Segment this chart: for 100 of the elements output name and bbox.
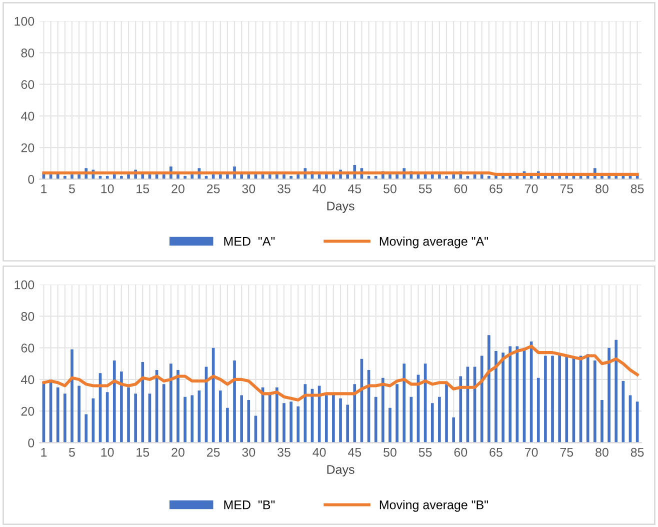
bar	[141, 362, 144, 443]
x-tick-label: 20	[172, 184, 184, 194]
bar	[438, 396, 441, 443]
bar	[176, 370, 180, 443]
bar	[184, 396, 186, 443]
x-tick-label: 10	[101, 448, 114, 457]
x-tick-label: 5	[69, 448, 75, 457]
bar	[494, 350, 498, 443]
bar	[346, 404, 349, 443]
bar	[56, 387, 60, 443]
legend-label: MED "A"	[224, 237, 275, 246]
x-tick-label: 45	[348, 184, 362, 194]
y-tick-label: 40	[21, 375, 34, 384]
x-tick-label: 65	[490, 184, 502, 194]
x-tick-label: 30	[242, 448, 256, 457]
x-tick-label: 15	[136, 184, 150, 194]
x-tick-label: 50	[384, 184, 396, 194]
bar	[134, 394, 137, 443]
x-tick-label: 70	[525, 184, 538, 194]
bar	[84, 414, 88, 443]
bar	[353, 384, 356, 443]
y-tick-label: 60	[21, 80, 34, 89]
x-tick-label: 85	[630, 448, 644, 457]
bar	[608, 348, 610, 443]
bar	[127, 387, 130, 443]
bar	[218, 390, 222, 443]
bar	[430, 403, 434, 443]
x-tick-label: 40	[312, 184, 326, 194]
bar	[600, 400, 604, 443]
x-tick-label: 55	[418, 184, 432, 194]
bar	[488, 335, 490, 443]
bar	[282, 403, 286, 443]
bar	[240, 395, 243, 443]
bar	[226, 408, 229, 443]
bar	[233, 360, 236, 443]
x-tick-label: 1	[41, 448, 47, 457]
bar	[614, 340, 618, 443]
bar	[544, 356, 547, 443]
bar	[112, 360, 116, 443]
bar	[480, 356, 484, 443]
bar	[190, 395, 194, 443]
bar	[388, 408, 392, 443]
x-tick-label: 20	[172, 448, 184, 457]
x-tick-label: 70	[525, 448, 538, 457]
bar	[120, 372, 123, 443]
x-tick-label: 55	[418, 448, 432, 457]
bar	[459, 376, 462, 443]
legend-label: MED "B"	[224, 500, 275, 510]
y-tick-label: 80	[21, 312, 34, 321]
bar	[276, 387, 278, 443]
bar	[64, 394, 66, 443]
bar	[452, 417, 455, 443]
x-tick-label: 10	[101, 184, 114, 194]
x-axis-title: Days	[327, 465, 354, 476]
bar	[339, 398, 342, 443]
x-tick-label: 65	[490, 448, 502, 457]
y-tick-label: 100	[14, 16, 34, 26]
x-tick-label: 50	[384, 448, 396, 457]
x-tick-label: 75	[560, 184, 574, 194]
x-tick-label: 80	[596, 448, 608, 457]
bar	[508, 346, 512, 443]
legend-label: Moving average "A"	[380, 236, 488, 248]
x-tick-label: 35	[278, 448, 290, 457]
y-tick-label: 0	[28, 438, 34, 448]
x-tick-label: 40	[312, 448, 326, 457]
x-tick-label: 75	[560, 448, 574, 457]
bar	[296, 406, 300, 443]
bar	[586, 354, 590, 443]
x-tick-label: 25	[206, 448, 220, 457]
x-tick-label: 1	[41, 184, 47, 194]
bar	[78, 386, 80, 443]
x-tick-label: 5	[69, 184, 75, 194]
line-series	[42, 344, 639, 402]
bar	[170, 364, 172, 443]
bar	[565, 356, 568, 443]
bar	[551, 356, 554, 443]
bar	[502, 352, 504, 443]
bar	[396, 384, 398, 443]
x-tick-label: 85	[630, 184, 644, 194]
x-tick-label: 30	[242, 184, 256, 194]
bar	[558, 354, 561, 443]
bar	[70, 349, 74, 443]
bar	[324, 395, 328, 443]
bar	[536, 378, 540, 443]
y-tick-label: 20	[21, 143, 34, 152]
bar	[162, 384, 166, 443]
bar	[445, 384, 448, 443]
bar	[382, 378, 384, 443]
y-tick-label: 100	[14, 280, 34, 290]
bar	[332, 394, 335, 443]
x-tick-label: 80	[596, 184, 608, 194]
x-tick-label: 45	[348, 448, 362, 457]
bar	[247, 400, 250, 443]
y-tick-label: 80	[21, 48, 34, 58]
y-tick-label: 60	[21, 344, 34, 352]
y-tick-label: 20	[21, 406, 34, 416]
bar	[374, 396, 378, 443]
bar	[290, 402, 292, 443]
x-axis-title: Days	[327, 202, 354, 213]
x-tick-label: 25	[206, 184, 220, 194]
